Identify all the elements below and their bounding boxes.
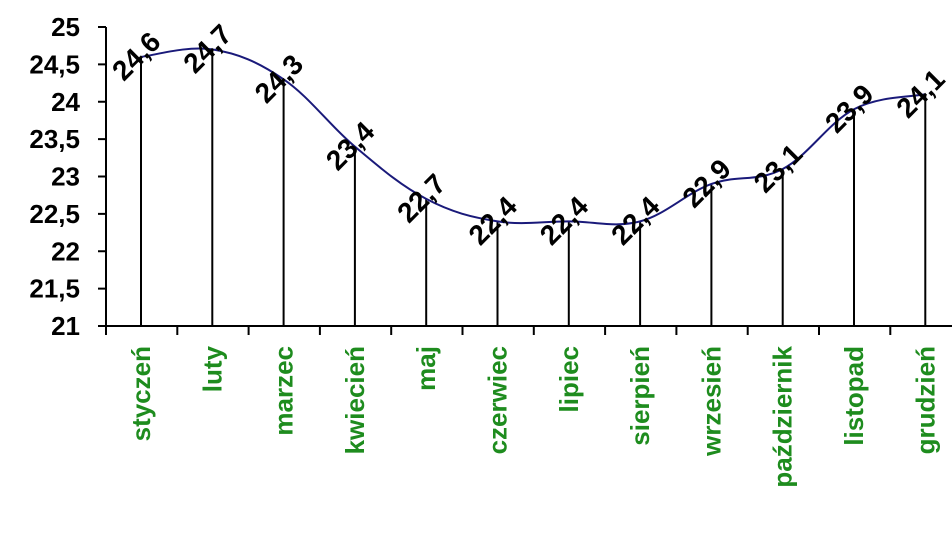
x-tick-label: listopad (839, 346, 869, 446)
data-label: 24,3 (249, 48, 309, 108)
axes (98, 26, 952, 335)
y-tick-label: 25 (51, 12, 80, 42)
x-tick-label: grudzień (910, 346, 940, 454)
data-label: 22,4 (534, 190, 595, 251)
series (140, 47, 926, 226)
y-tick-label: 23,5 (29, 124, 80, 154)
data-label: 22,7 (391, 168, 451, 228)
series-line (140, 47, 926, 226)
y-tick-label: 22,5 (29, 199, 80, 229)
drop-lines (140, 49, 927, 326)
data-label: 24,7 (177, 18, 237, 78)
x-tick-label: kwiecień (340, 346, 370, 454)
x-tick-label: wrzesień (696, 346, 726, 457)
x-tick-label: październik (768, 345, 798, 487)
x-tick-labels: styczeń luty marzec kwiecień maj czerwiec lipi… (126, 345, 940, 487)
data-label: 22,9 (676, 153, 736, 213)
x-tick-label: styczeń (126, 346, 156, 441)
x-tick-label: lipiec (554, 346, 584, 412)
y-tick-label: 21,5 (29, 274, 80, 304)
x-tick-label: sierpień (625, 346, 655, 446)
y-tick-label: 22 (51, 236, 80, 266)
x-tick-label: maj (411, 346, 441, 391)
data-label: 22,4 (605, 190, 666, 251)
x-tick-label: luty (197, 345, 227, 392)
x-tick-label: czerwiec (483, 346, 513, 454)
data-label: 23,4 (320, 115, 381, 176)
y-tick-label: 24,5 (29, 49, 80, 79)
y-tick-label: 24 (51, 87, 80, 117)
data-label: 24,1 (890, 63, 950, 123)
data-label: 24,6 (106, 26, 166, 86)
data-label: 23,1 (748, 138, 808, 198)
y-tick-label: 23 (51, 162, 80, 192)
data-label: 22,4 (463, 190, 524, 251)
x-tick-label: marzec (269, 346, 299, 436)
y-tick-label: 21 (51, 311, 80, 341)
y-tick-labels: 21 21,5 22 22,5 23 23,5 24 24,5 25 (29, 12, 80, 341)
